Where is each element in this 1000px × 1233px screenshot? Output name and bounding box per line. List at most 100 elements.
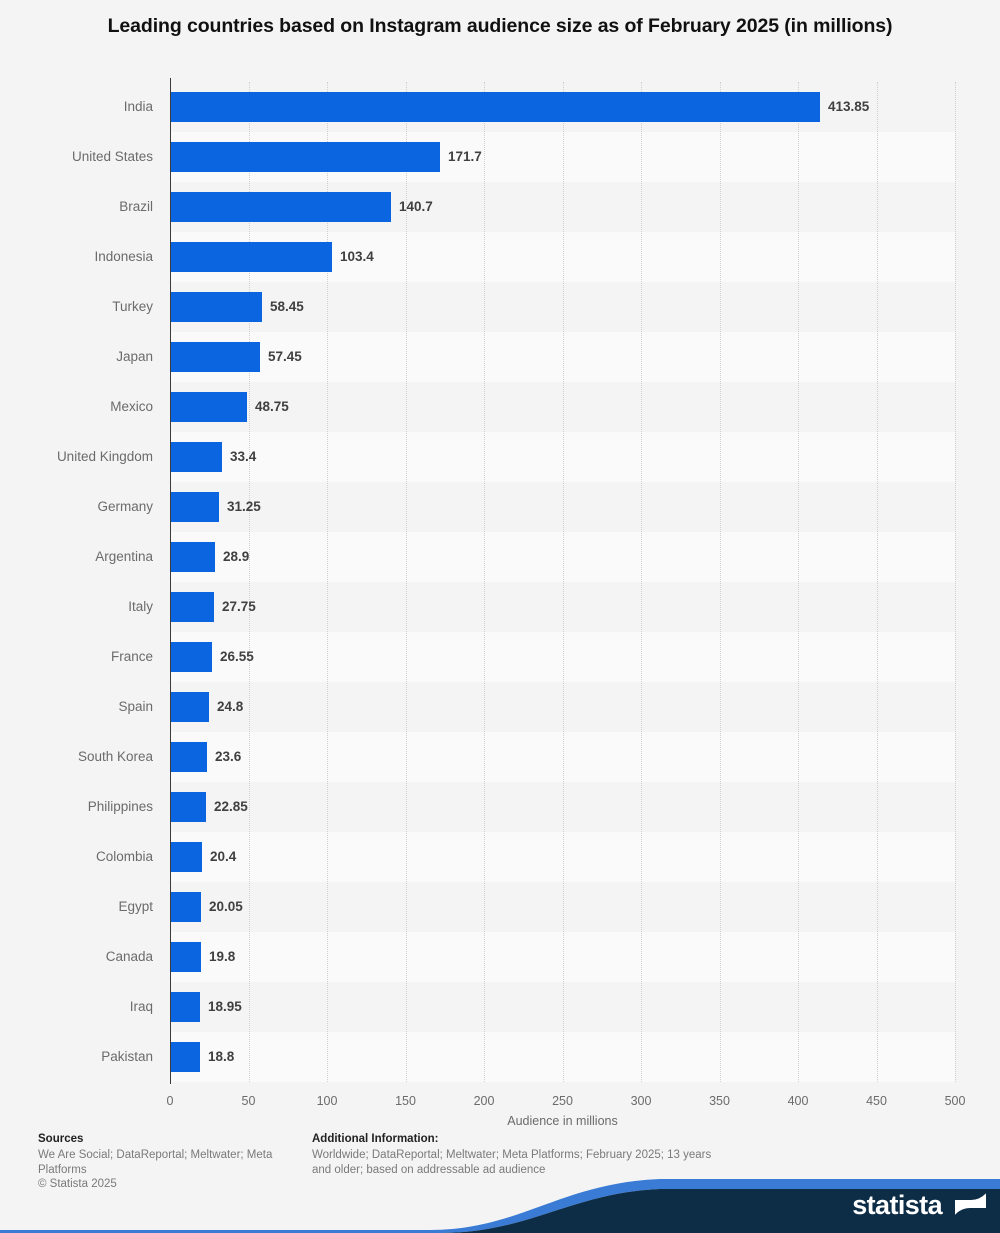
category-label: Japan xyxy=(116,349,153,364)
x-axis-tick-label: 50 xyxy=(241,1094,256,1108)
category-label: Philippines xyxy=(87,799,153,814)
category-label: United States xyxy=(71,149,153,164)
bar-value-label: 33.4 xyxy=(230,449,257,464)
row-band xyxy=(170,882,955,932)
category-label: Argentina xyxy=(95,549,153,564)
bar-value-label: 20.05 xyxy=(209,899,243,914)
x-axis-tick-label: 200 xyxy=(473,1094,495,1108)
row-band xyxy=(170,982,955,1032)
bar-value-label: 27.75 xyxy=(222,599,256,614)
bar[interactable] xyxy=(170,192,391,222)
bar[interactable] xyxy=(170,992,200,1022)
bar[interactable] xyxy=(170,942,201,972)
row-band xyxy=(170,532,955,582)
row-band xyxy=(170,932,955,982)
sources-text: We Are Social; DataReportal; Meltwater; … xyxy=(38,1149,273,1176)
statista-brand-bar: statista xyxy=(0,1173,1000,1233)
category-label: Brazil xyxy=(119,199,153,214)
bar-value-label: 31.25 xyxy=(227,499,261,514)
bar-value-label: 26.55 xyxy=(220,649,254,664)
row-band xyxy=(170,382,955,432)
bar[interactable] xyxy=(170,92,820,122)
category-label: Italy xyxy=(128,599,153,614)
row-band xyxy=(170,782,955,832)
row-band xyxy=(170,282,955,332)
gridline xyxy=(327,82,328,1082)
bar-value-label: 48.75 xyxy=(255,399,289,414)
page-title: Leading countries based on Instagram aud… xyxy=(107,15,893,37)
row-band xyxy=(170,632,955,682)
gridline xyxy=(484,82,485,1082)
gridline xyxy=(249,82,250,1082)
bar[interactable] xyxy=(170,142,440,172)
additional-information-heading: Additional Information: xyxy=(312,1133,439,1145)
bar[interactable] xyxy=(170,842,202,872)
x-axis-tick-label: 300 xyxy=(630,1094,652,1108)
bar-value-label: 140.7 xyxy=(399,199,433,214)
category-label: Canada xyxy=(105,949,153,964)
x-axis-tick-label: 0 xyxy=(166,1094,174,1108)
bar[interactable] xyxy=(170,492,219,522)
x-axis-tick-label: 350 xyxy=(709,1094,730,1108)
bar-value-label: 171.7 xyxy=(448,149,482,164)
category-label: India xyxy=(123,99,153,114)
bar[interactable] xyxy=(170,742,207,772)
bar[interactable] xyxy=(170,1042,200,1072)
row-band xyxy=(170,682,955,732)
copyright-text: © Statista 2025 xyxy=(38,1178,117,1190)
bar[interactable] xyxy=(170,542,215,572)
row-band xyxy=(170,582,955,632)
x-axis-tick-label: 500 xyxy=(944,1094,966,1108)
row-band xyxy=(170,732,955,782)
x-axis-tick-label: 450 xyxy=(866,1094,887,1108)
x-axis-tick-label: 250 xyxy=(552,1094,573,1108)
bar-value-label: 18.95 xyxy=(208,999,242,1014)
gridline xyxy=(955,82,956,1082)
bar[interactable] xyxy=(170,342,260,372)
category-label: Spain xyxy=(118,699,153,714)
gridline xyxy=(406,82,407,1082)
x-axis-title: Audience in millions xyxy=(507,1114,618,1128)
category-label: Indonesia xyxy=(94,249,153,264)
bar-value-label: 57.45 xyxy=(268,349,302,364)
bar[interactable] xyxy=(170,792,206,822)
category-label: Colombia xyxy=(95,849,153,864)
gridline xyxy=(798,82,799,1082)
gridline xyxy=(720,82,721,1082)
bar[interactable] xyxy=(170,442,222,472)
row-band xyxy=(170,432,955,482)
row-band xyxy=(170,332,955,382)
bar-value-label: 413.85 xyxy=(828,99,870,114)
additional-information-text: Worldwide; DataReportal; Meltwater; Meta… xyxy=(312,1149,712,1176)
category-label: Germany xyxy=(97,499,153,514)
row-band xyxy=(170,832,955,882)
bar[interactable] xyxy=(170,242,332,272)
bar[interactable] xyxy=(170,692,209,722)
brand-wave-graphic xyxy=(0,1179,1000,1233)
bar[interactable] xyxy=(170,392,247,422)
bar-value-label: 22.85 xyxy=(214,799,248,814)
category-label: Egypt xyxy=(118,899,153,914)
bar[interactable] xyxy=(170,292,262,322)
category-label: Mexico xyxy=(110,399,153,414)
category-label: France xyxy=(110,649,153,664)
x-axis-tick-label: 100 xyxy=(316,1094,338,1108)
category-label: Pakistan xyxy=(101,1049,153,1064)
y-axis-line xyxy=(170,78,171,1084)
bar-value-label: 23.6 xyxy=(215,749,242,764)
bar[interactable] xyxy=(170,592,214,622)
row-band xyxy=(170,482,955,532)
category-label: Iraq xyxy=(129,999,153,1014)
bar[interactable] xyxy=(170,642,212,672)
bar[interactable] xyxy=(170,892,201,922)
sources-heading: Sources xyxy=(38,1133,84,1145)
gridline xyxy=(641,82,642,1082)
additional-information-block: Additional Information: Worldwide; DataR… xyxy=(312,1132,712,1177)
sources-block: Sources We Are Social; DataReportal; Mel… xyxy=(38,1132,298,1192)
statista-wordmark: statista xyxy=(852,1190,942,1220)
plot-area xyxy=(170,82,956,1082)
category-label: South Korea xyxy=(77,749,153,764)
category-label: Turkey xyxy=(112,299,153,314)
x-axis-tick-label: 400 xyxy=(787,1094,809,1108)
